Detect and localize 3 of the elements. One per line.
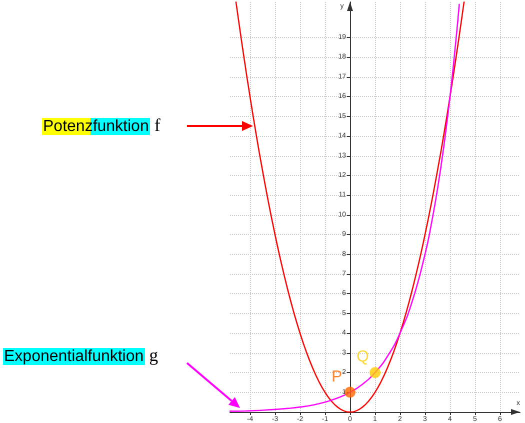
series-label: Q [356, 348, 369, 366]
text: Exponentialfunktion g [3, 345, 158, 365]
series-label: P [332, 368, 342, 386]
